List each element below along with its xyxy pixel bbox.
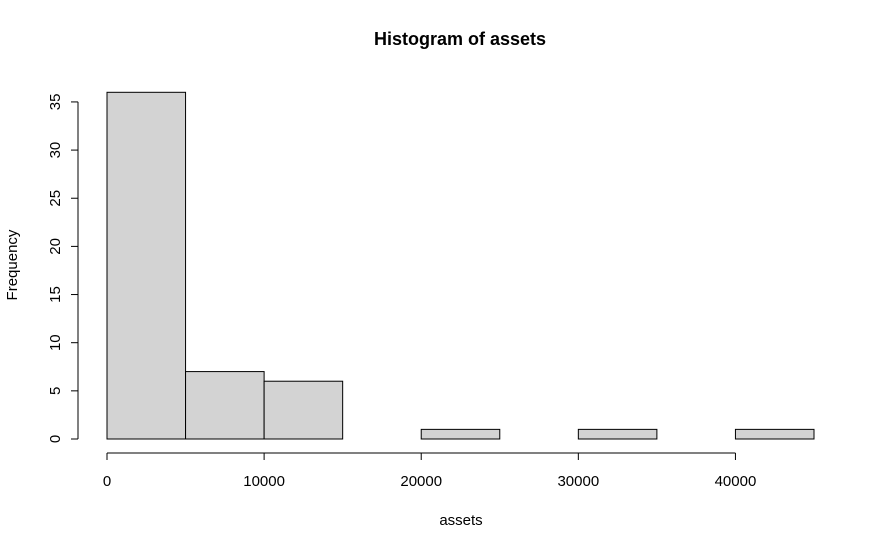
x-tick-label: 30000 [557,473,599,490]
y-axis-label: Frequency [4,229,21,300]
x-axis-label: assets [439,512,482,529]
bar [420,428,501,440]
x-tick-label: 0 [103,473,111,490]
y-tick-label: 35 [47,94,64,111]
bar [734,428,815,440]
bar [185,371,265,440]
bar [106,91,187,440]
y-tick-label: 30 [47,142,64,159]
bar [263,380,344,440]
x-tick-label: 10000 [243,473,285,490]
y-tick-label: 15 [47,286,64,303]
y-tick-label: 20 [47,238,64,255]
bar [577,428,658,440]
y-tick-label: 5 [47,387,64,395]
x-tick-label: 20000 [400,473,442,490]
x-tick-label: 40000 [715,473,757,490]
y-tick-label: 25 [47,190,64,207]
y-tick-label: 0 [47,435,64,443]
y-tick-label: 10 [47,334,64,351]
chart-title: Histogram of assets [374,29,546,49]
